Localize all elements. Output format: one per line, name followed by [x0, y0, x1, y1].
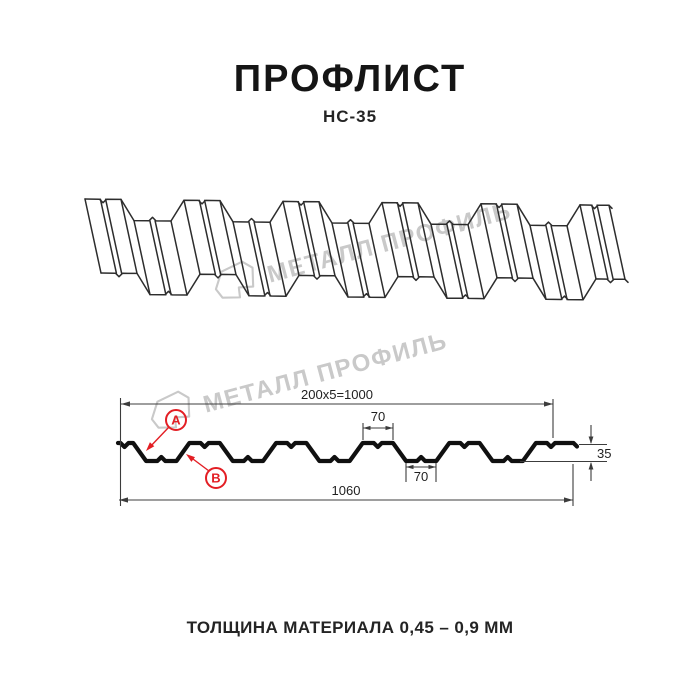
fold-line [318, 201, 336, 277]
fold-line [269, 221, 287, 297]
dimension-bottom-flat-label: 70 [414, 469, 428, 484]
fold-line [232, 221, 250, 297]
leader-arrowhead [186, 454, 195, 462]
stiffener-groove-line [352, 222, 370, 298]
arrowhead-right [428, 464, 436, 470]
stiffener-groove-line [203, 199, 222, 276]
stiffener-groove-line [401, 202, 420, 278]
dimension-height: 35 [520, 425, 611, 481]
arrowhead-right [564, 497, 573, 503]
stiffener-groove-line [591, 204, 609, 280]
cross-section-profile [115, 440, 580, 464]
fold-line [84, 198, 102, 274]
metal-profil-logo-icon [150, 390, 191, 429]
stiffener-groove-line [545, 224, 563, 301]
fold-line [381, 201, 399, 278]
fold-line [282, 200, 300, 277]
fold-line [170, 220, 188, 296]
fold-line [566, 225, 584, 301]
stiffener-groove-line [248, 221, 266, 297]
callout-b-label: B [211, 471, 220, 486]
page-title: ПРОФЛИСТ [233, 58, 467, 100]
watermark: МЕТАЛЛ ПРОФИЛЬ [142, 319, 453, 444]
arrowhead-down [588, 436, 594, 444]
leader-arrowhead [146, 442, 155, 451]
fold-line [579, 204, 597, 280]
fold-line [183, 199, 201, 275]
dimension-width-label: 1060 [332, 483, 361, 498]
dimension-top-flat-label: 70 [371, 409, 385, 424]
arrowhead-right [385, 425, 393, 431]
cross-section-profile-line [115, 440, 580, 464]
stiffener-groove-line [500, 203, 519, 279]
stiffener-groove-line [99, 198, 118, 274]
fold-line [120, 198, 138, 275]
callout-circle [165, 409, 187, 431]
stiffener-groove-line [154, 220, 172, 296]
dimension-pitch-label: 200x5=1000 [301, 387, 373, 402]
fold-line [608, 204, 626, 281]
fold-line [467, 223, 485, 300]
fold-line [529, 224, 547, 301]
arrowhead-left [406, 464, 414, 470]
dimension-height-label: 35 [597, 446, 611, 461]
fold-line [331, 222, 349, 298]
fold-line [516, 203, 534, 279]
watermark: МЕТАЛЛ ПРОФИЛЬ [206, 189, 517, 314]
arrowhead-left [119, 497, 128, 503]
arrowhead-up [588, 462, 594, 470]
dimension-bottom-flat: 70 [405, 463, 437, 484]
dimension-pitch: 200x5=1000 [119, 387, 554, 506]
stiffener-groove-line [396, 201, 415, 278]
fold-line [133, 219, 151, 296]
profile-3d-drawing [84, 198, 629, 301]
material-thickness-caption: ТОЛЩИНА МАТЕРИАЛА 0,45 – 0,9 ММ [186, 618, 514, 637]
fold-line [417, 202, 435, 278]
callout-a: A [146, 409, 187, 451]
profile-code: НС-35 [322, 107, 378, 126]
arrowhead-right [544, 401, 553, 407]
stiffener-groove-line [198, 199, 217, 276]
stiffener-groove-line [451, 223, 469, 300]
callout-a-label: A [171, 413, 181, 428]
stiffener-groove-line [596, 204, 614, 280]
fold-line [219, 199, 237, 276]
stiffener-groove-line [253, 221, 271, 297]
fold-line [368, 222, 386, 299]
arrowhead-left [121, 401, 130, 407]
stiffener-groove-line [302, 200, 321, 277]
stiffener-groove-line [495, 203, 514, 279]
arrowhead-left [363, 425, 371, 431]
stiffener-groove-line [347, 222, 365, 298]
fold-line [430, 223, 448, 299]
stiffener-groove-line [149, 220, 167, 296]
stiffener-groove-line [550, 224, 568, 301]
stiffener-groove-line [446, 223, 464, 300]
sheet-far-edge-profile [84, 198, 613, 227]
stiffener-groove-line [104, 198, 123, 274]
dimension-total-width: 1060 [119, 464, 574, 506]
callout-b: B [186, 454, 227, 489]
stiffener-groove-line [297, 200, 316, 277]
callout-circle [205, 467, 227, 489]
dimension-top-flat: 70 [362, 409, 394, 440]
fold-line [480, 203, 498, 279]
metal-profil-logo-icon [214, 260, 255, 299]
